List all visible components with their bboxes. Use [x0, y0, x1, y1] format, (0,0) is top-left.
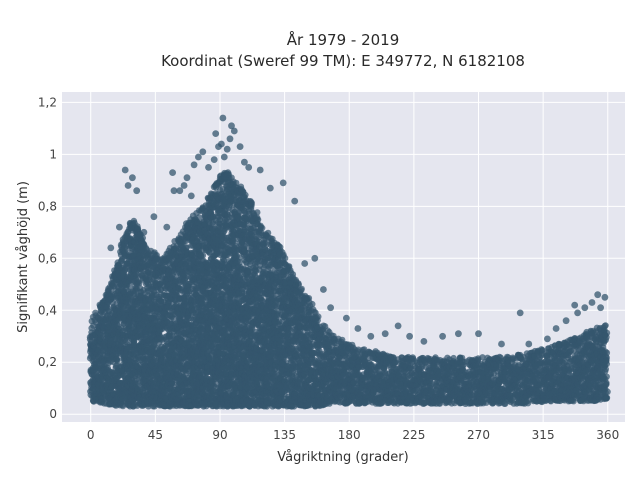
data-points	[86, 114, 611, 410]
data-point	[139, 234, 146, 242]
data-point	[122, 266, 129, 273]
data-point	[113, 356, 120, 363]
data-point	[110, 283, 117, 290]
chart-title: År 1979 - 2019	[287, 30, 400, 49]
data-point	[236, 273, 243, 280]
chart-subtitle: Koordinat (Sweref 99 TM): E 349772, N 61…	[161, 52, 525, 70]
data-point	[119, 402, 127, 410]
data-point	[97, 335, 105, 342]
data-point	[126, 283, 134, 290]
